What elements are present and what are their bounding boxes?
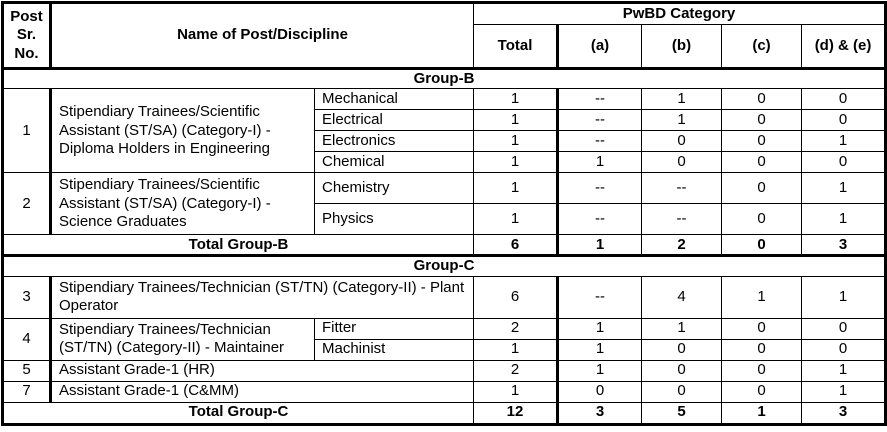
value-cell: 0	[721, 88, 802, 111]
value-cell: --	[557, 172, 642, 205]
value-cell: 0	[800, 317, 887, 340]
value-cell: 2	[473, 359, 559, 382]
total-group-c-value: 12	[473, 401, 559, 425]
header-name-of-post: Name of Post/Discipline	[50, 2, 474, 70]
value-cell: 1	[800, 130, 887, 153]
value-cell: 1	[557, 317, 642, 340]
value-cell: 1	[557, 338, 642, 361]
value-cell: 0	[721, 203, 802, 236]
post-name-cell: Assistant Grade-1 (C&MM)	[50, 380, 474, 403]
total-group-b-value: 6	[473, 234, 559, 258]
value-cell: 4	[641, 275, 722, 319]
value-cell: --	[641, 203, 722, 236]
header-col-d-e: (d) & (e)	[800, 24, 887, 70]
value-cell: 1	[473, 380, 559, 403]
total-group-c-value: 3	[800, 401, 887, 425]
value-cell: --	[557, 203, 642, 236]
value-cell: 0	[721, 130, 802, 153]
value-cell: 0	[641, 359, 722, 382]
post-name-cell: Stipendiary Trainees/Scientific Assistan…	[50, 172, 315, 236]
post-name-cell: Stipendiary Trainees/Technician (ST/TN) …	[50, 317, 315, 361]
total-group-b-value: 2	[641, 234, 722, 258]
value-cell: 1	[557, 359, 642, 382]
value-cell: 2	[473, 317, 559, 340]
value-cell: 1	[800, 359, 887, 382]
header-col-total: Total	[473, 24, 559, 70]
total-group-c-value: 1	[721, 401, 802, 425]
value-cell: 1	[641, 88, 722, 111]
discipline-cell: Mechanical	[314, 88, 474, 111]
value-cell: 0	[721, 317, 802, 340]
value-cell: 0	[800, 338, 887, 361]
value-cell: 0	[800, 151, 887, 174]
total-group-b-label: Total Group-B	[2, 234, 474, 258]
sr-no-cell: 1	[2, 88, 52, 174]
discipline-cell: Machinist	[314, 338, 474, 361]
value-cell: --	[557, 130, 642, 153]
value-cell: 1	[800, 380, 887, 403]
value-cell: 6	[473, 275, 559, 319]
discipline-cell: Physics	[314, 203, 474, 236]
value-cell: --	[641, 172, 722, 205]
discipline-cell: Chemistry	[314, 172, 474, 205]
total-group-b-value: 1	[557, 234, 642, 258]
value-cell: 1	[641, 109, 722, 132]
value-cell: 1	[641, 317, 722, 340]
value-cell: 1	[473, 130, 559, 153]
value-cell: --	[557, 88, 642, 111]
value-cell: 1	[473, 203, 559, 236]
value-cell: 0	[641, 151, 722, 174]
value-cell: --	[557, 275, 642, 319]
group-b-band: Group-B	[1, 67, 887, 90]
sr-no-cell: 7	[2, 380, 52, 403]
value-cell: 0	[721, 359, 802, 382]
sr-no-cell: 4	[2, 317, 52, 361]
sr-no-cell: 5	[2, 359, 52, 382]
total-group-c-value: 3	[557, 401, 642, 425]
post-name-cell: Assistant Grade-1 (HR)	[50, 359, 474, 382]
discipline-cell: Electronics	[314, 130, 474, 153]
header-col-a: (a)	[557, 24, 642, 70]
discipline-cell: Electrical	[314, 109, 474, 132]
post-name-cell: Stipendiary Trainees/Technician (ST/TN) …	[50, 275, 474, 319]
group-c-band: Group-C	[1, 255, 887, 277]
total-group-b-value: 3	[800, 234, 887, 258]
value-cell: 0	[721, 151, 802, 174]
value-cell: 0	[721, 172, 802, 205]
header-pwbd-category: PwBD Category	[472, 2, 887, 25]
value-cell: 0	[800, 88, 887, 111]
sr-no-cell: 2	[2, 172, 52, 236]
value-cell: 1	[800, 203, 887, 236]
value-cell: 1	[473, 88, 559, 111]
value-cell: 0	[641, 380, 722, 403]
value-cell: 0	[721, 109, 802, 132]
header-col-c: (c)	[721, 24, 802, 70]
value-cell: 0	[641, 338, 722, 361]
discipline-cell: Chemical	[314, 151, 474, 174]
value-cell: 0	[721, 380, 802, 403]
value-cell: 1	[800, 275, 887, 319]
value-cell: 0	[721, 338, 802, 361]
value-cell: 1	[473, 109, 559, 132]
value-cell: 1	[721, 275, 802, 319]
value-cell: 0	[800, 109, 887, 132]
value-cell: 0	[557, 380, 642, 403]
discipline-cell: Fitter	[314, 317, 474, 340]
total-group-c-label: Total Group-C	[2, 401, 474, 425]
total-group-b-value: 0	[721, 234, 802, 258]
header-post-sr-no: Post Sr. No.	[2, 2, 52, 70]
post-name-cell: Stipendiary Trainees/Scientific Assistan…	[50, 88, 315, 174]
value-cell: 1	[473, 151, 559, 174]
value-cell: 1	[800, 172, 887, 205]
value-cell: 1	[473, 172, 559, 205]
value-cell: --	[557, 109, 642, 132]
value-cell: 1	[473, 338, 559, 361]
header-col-b: (b)	[641, 24, 722, 70]
value-cell: 1	[557, 151, 642, 174]
value-cell: 0	[641, 130, 722, 153]
sr-no-cell: 3	[2, 275, 52, 319]
total-group-c-value: 5	[641, 401, 722, 425]
